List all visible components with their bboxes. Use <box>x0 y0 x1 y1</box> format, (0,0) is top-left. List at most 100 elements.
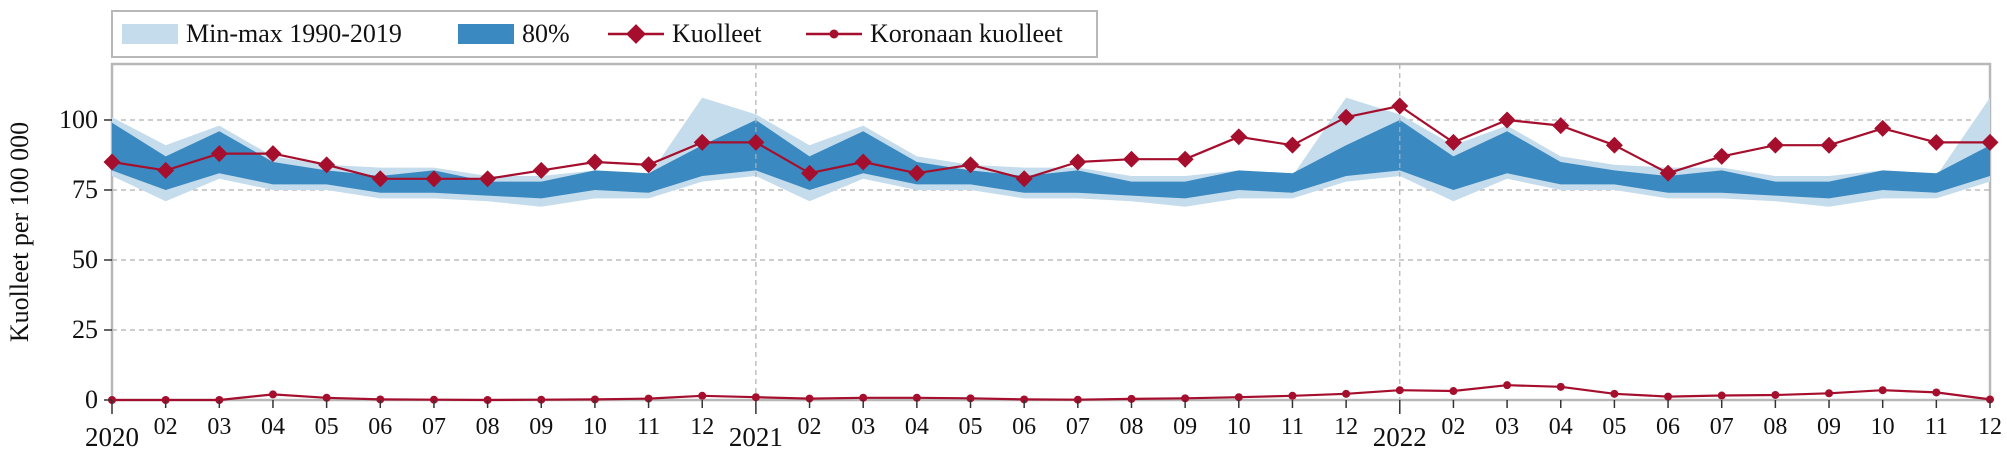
data-point-kuolleet <box>962 156 979 174</box>
data-point-kuolleet <box>1230 128 1248 146</box>
x-tick-label: 11 <box>1925 414 1948 440</box>
data-point-kuolleet <box>1444 133 1462 151</box>
x-tick-label: 10 <box>1871 414 1895 440</box>
data-point-koronaan-kuolleet <box>1234 393 1243 402</box>
data-point-kuolleet <box>1069 153 1087 171</box>
legend-label-minmax: Min-max 1990-2019 <box>186 19 402 48</box>
data-point-koronaan-kuolleet <box>751 393 760 402</box>
x-tick-label: 07 <box>1066 414 1090 440</box>
data-point-koronaan-kuolleet <box>1342 389 1351 398</box>
y-axis: 0 25 50 75 100 <box>59 105 112 414</box>
data-point-koronaan-kuolleet <box>966 394 975 403</box>
data-point-kuolleet <box>532 161 550 179</box>
data-point-koronaan-kuolleet <box>1932 388 1941 397</box>
series-line <box>112 384 1991 402</box>
data-point-kuolleet <box>1874 119 1892 137</box>
x-tick-label: 2021 <box>729 422 783 450</box>
band-80-percent <box>112 120 1990 199</box>
data-point-kuolleet <box>1820 136 1838 154</box>
x-tick-label: 07 <box>1710 414 1734 440</box>
x-tick-label: 2022 <box>1373 422 1427 450</box>
data-point-kuolleet <box>157 161 175 179</box>
x-tick-label: 02 <box>1441 414 1465 440</box>
data-point-koronaan-kuolleet <box>1664 392 1673 401</box>
y-tick-label: 25 <box>72 315 98 344</box>
data-point-koronaan-kuolleet <box>805 394 814 403</box>
data-point-kuolleet <box>1498 111 1516 129</box>
legend-label-koronaan-kuolleet: Koronaan kuolleet <box>870 19 1064 48</box>
x-tick-label: 11 <box>1281 414 1304 440</box>
legend: Min-max 1990-2019 80% Kuolleet Koronaan … <box>111 10 1098 58</box>
x-tick-label: 05 <box>1602 414 1626 440</box>
data-point-koronaan-kuolleet <box>1503 381 1512 390</box>
data-point-kuolleet <box>1337 108 1355 126</box>
data-point-koronaan-kuolleet <box>1395 386 1404 395</box>
data-point-kuolleet <box>693 133 711 151</box>
data-point-koronaan-kuolleet <box>1986 395 1994 404</box>
data-point-koronaan-kuolleet <box>1288 391 1297 400</box>
x-tick-label: 08 <box>476 414 500 440</box>
data-point-kuolleet <box>1176 150 1194 168</box>
x-tick-label: 03 <box>1495 414 1519 440</box>
x-axis: 2020 02 03 04 05 06 07 08 09 10 11 12 2021 02 03 04 05 06… <box>85 400 2002 450</box>
plot-frame <box>110 62 1992 402</box>
x-tick-label: 02 <box>798 414 822 440</box>
data-point-kuolleet <box>1391 97 1409 115</box>
data-point-kuolleet <box>103 153 121 171</box>
x-tick-label: 09 <box>1817 414 1841 440</box>
y-tick-label: 100 <box>59 105 98 134</box>
data-point-kuolleet <box>640 156 658 174</box>
series-koronaan-kuolleet <box>108 381 1994 404</box>
data-point-kuolleet <box>1713 147 1731 165</box>
legend-marker-koronaan-kuolleet <box>829 29 839 39</box>
x-tick-label: 12 <box>1334 414 1358 440</box>
y-tick-label: 0 <box>85 385 98 414</box>
data-point-kuolleet <box>747 133 765 151</box>
data-point-koronaan-kuolleet <box>1556 382 1565 391</box>
y-axis-label: Kuolleet per 100 000 <box>5 122 34 342</box>
x-tick-label: 09 <box>1173 414 1197 440</box>
data-point-kuolleet <box>425 170 443 188</box>
data-point-koronaan-kuolleet <box>1127 394 1136 403</box>
x-tick-label: 07 <box>422 414 446 440</box>
data-point-kuolleet <box>801 164 819 182</box>
data-point-koronaan-kuolleet <box>537 395 546 404</box>
data-point-koronaan-kuolleet <box>1878 386 1887 395</box>
x-tick-label: 09 <box>529 414 553 440</box>
x-tick-label: 03 <box>207 414 231 440</box>
data-point-koronaan-kuolleet <box>429 395 438 404</box>
x-tick-label: 06 <box>1656 414 1680 440</box>
x-tick-label: 05 <box>959 414 983 440</box>
data-point-koronaan-kuolleet <box>698 391 707 400</box>
data-point-koronaan-kuolleet <box>1449 387 1458 396</box>
data-point-kuolleet <box>1283 136 1301 154</box>
x-tick-label: 06 <box>368 414 392 440</box>
data-point-koronaan-kuolleet <box>859 393 868 402</box>
series-line <box>111 104 1990 180</box>
data-point-koronaan-kuolleet <box>912 393 921 402</box>
x-tick-label: 03 <box>851 414 875 440</box>
x-tick-label: 12 <box>690 414 714 440</box>
data-point-kuolleet <box>1766 136 1784 154</box>
data-point-koronaan-kuolleet <box>590 395 599 404</box>
legend-label-kuolleet: Kuolleet <box>672 19 762 48</box>
data-point-koronaan-kuolleet <box>376 395 385 404</box>
x-tick-label: 05 <box>315 414 339 440</box>
x-tick-label: 12 <box>1978 414 2002 440</box>
data-point-koronaan-kuolleet <box>322 393 331 402</box>
data-point-kuolleet <box>1123 150 1140 168</box>
legend-swatch-80 <box>458 24 514 44</box>
x-tick-label: 02 <box>154 414 178 440</box>
legend-frame <box>111 10 1098 58</box>
data-point-kuolleet <box>371 170 389 188</box>
x-tick-label: 08 <box>1119 414 1143 440</box>
data-point-koronaan-kuolleet <box>644 394 653 403</box>
x-tick-label: 08 <box>1763 414 1787 440</box>
data-point-koronaan-kuolleet <box>268 390 277 399</box>
x-tick-label: 06 <box>1012 414 1036 440</box>
year-gridlines <box>755 64 1401 400</box>
x-tick-label: 04 <box>1549 414 1573 440</box>
data-point-kuolleet <box>264 145 282 163</box>
